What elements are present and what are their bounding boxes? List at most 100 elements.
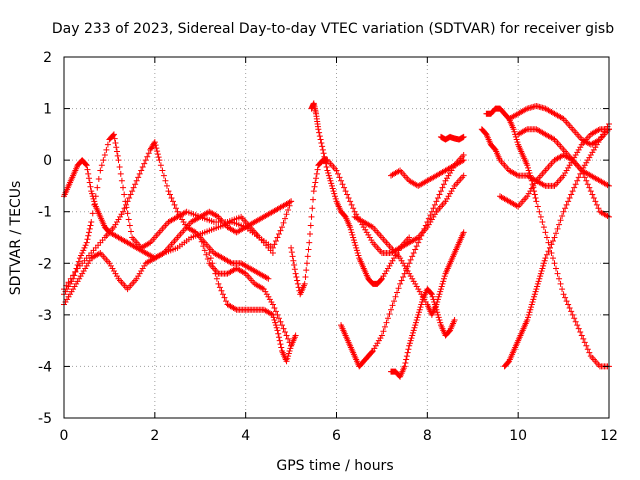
data-point [406,234,413,241]
series-track-e [206,249,299,365]
data-point [70,272,77,279]
data-point [319,146,326,153]
data-point [318,139,325,146]
data-point [422,222,429,229]
x-tick-label: 12 [600,428,618,444]
data-point [86,225,93,232]
data-point [283,358,290,365]
data-point [271,241,278,248]
data-point [409,253,416,260]
data-point [571,184,578,191]
data-point [531,291,538,298]
data-point [153,145,160,152]
data-point [440,181,447,188]
data-point [590,194,597,201]
data-point [569,311,576,318]
data-point [285,350,292,357]
data-point [434,309,441,316]
data-point [121,205,128,212]
data-point [353,247,360,254]
data-point [275,334,282,341]
data-point [407,337,414,344]
data-point [434,298,441,305]
data-point [95,176,102,183]
data-point [533,286,540,293]
data-point [83,162,90,169]
data-point [595,205,602,212]
data-point [162,177,169,184]
x-tick-label: 6 [332,428,341,444]
data-point [532,194,539,201]
data-point [575,325,582,332]
data-point [311,183,318,190]
data-point [274,311,281,318]
data-point [317,136,324,143]
data-point [291,266,298,273]
data-point [305,246,312,253]
data-point [72,268,79,275]
data-point [543,234,550,241]
data-point [277,227,284,234]
data-point [163,182,170,189]
data-point [409,329,416,336]
data-point [97,167,104,174]
data-point [593,201,600,208]
data-point [79,249,86,256]
data-point [560,208,567,215]
data-point [88,188,95,195]
data-point [532,288,539,295]
data-point [274,327,281,334]
data-point [412,319,419,326]
data-point [549,237,556,244]
data-point [439,184,446,191]
data-point [286,339,293,346]
data-point [529,298,536,305]
data-point [410,249,417,256]
data-point [586,349,593,356]
data-point [285,206,292,213]
data-point [111,135,118,142]
data-point [554,270,561,277]
data-point [548,249,555,256]
data-point [222,298,229,305]
data-point [417,304,424,311]
data-point [538,268,545,275]
data-point [586,184,593,191]
data-point [565,198,572,205]
data-point [560,291,567,298]
data-point [418,301,425,308]
data-point [314,166,321,173]
data-point [207,255,214,262]
data-point [303,260,310,267]
data-point [587,188,594,195]
data-point [433,301,440,308]
data-point [347,224,354,231]
data-point [117,170,124,177]
data-point [216,284,223,291]
data-point [568,191,575,198]
data-point [407,256,414,263]
data-point [136,170,143,177]
data-point [433,198,440,205]
data-point [89,190,96,197]
data-point [348,229,355,236]
data-point [285,335,292,342]
data-point [92,200,99,207]
data-point [413,317,420,324]
data-point [133,177,140,184]
data-point [283,211,290,218]
data-point [553,265,560,272]
data-point [327,177,334,184]
data-point [272,322,279,329]
data-point [404,349,411,356]
data-point [87,183,94,190]
data-point [394,289,401,296]
data-point [589,191,596,198]
data-point [551,234,558,241]
data-point [511,128,518,135]
data-point [562,205,569,212]
data-point [279,224,285,231]
data-point [536,208,543,215]
data-point [525,167,532,174]
data-point [197,234,204,241]
